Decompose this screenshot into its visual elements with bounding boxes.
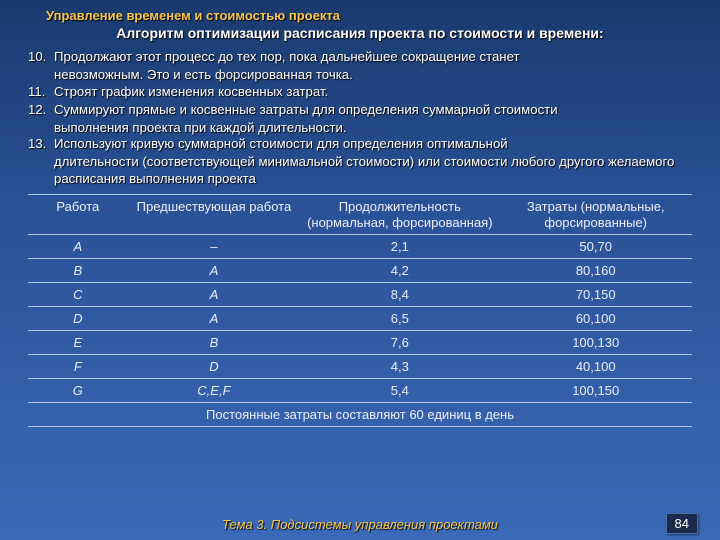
table-row: GC,E,F5,4100,150 bbox=[28, 379, 692, 403]
cell: 8,4 bbox=[300, 283, 499, 307]
chapter-title: Управление временем и стоимостью проекта bbox=[46, 8, 692, 23]
table-body: A–2,150,70 BA4,280,160 CA8,470,150 DA6,5… bbox=[28, 235, 692, 427]
cell: 6,5 bbox=[300, 307, 499, 331]
cell: C,E,F bbox=[128, 379, 301, 403]
table-footer-text: Постоянные затраты составляют 60 единиц … bbox=[28, 403, 692, 427]
cell: 2,1 bbox=[300, 235, 499, 259]
step-text: Продолжают этот процесс до тех пор, пока… bbox=[54, 49, 692, 66]
col-dur: Продолжительность (нормальная, форсирова… bbox=[300, 195, 499, 235]
cell: D bbox=[28, 307, 128, 331]
step-text: Используют кривую суммарной стоимости дл… bbox=[54, 136, 692, 153]
col-work: Работа bbox=[28, 195, 128, 235]
step-cont: длительности (соответствующей минимально… bbox=[28, 154, 692, 188]
cell: 7,6 bbox=[300, 331, 499, 355]
step-12: 12. Суммируют прямые и косвенные затраты… bbox=[28, 102, 692, 119]
table-row: A–2,150,70 bbox=[28, 235, 692, 259]
step-cont: невозможным. Это и есть форсированная то… bbox=[28, 67, 692, 84]
step-11: 11. Строят график изменения косвенных за… bbox=[28, 84, 692, 101]
step-num: 12. bbox=[28, 102, 54, 119]
cell: 100,130 bbox=[499, 331, 692, 355]
table-header-row: Работа Предшествующая работа Продолжител… bbox=[28, 195, 692, 235]
cell: 100,150 bbox=[499, 379, 692, 403]
cell: A bbox=[28, 235, 128, 259]
cell: E bbox=[28, 331, 128, 355]
cell: 40,100 bbox=[499, 355, 692, 379]
step-10: 10. Продолжают этот процесс до тех пор, … bbox=[28, 49, 692, 66]
cell: A bbox=[128, 307, 301, 331]
table-row: DA6,560,100 bbox=[28, 307, 692, 331]
cell: 70,150 bbox=[499, 283, 692, 307]
cell: G bbox=[28, 379, 128, 403]
table-row: BA4,280,160 bbox=[28, 259, 692, 283]
table-row: FD4,340,100 bbox=[28, 355, 692, 379]
step-cont: выполнения проекта при каждой длительнос… bbox=[28, 120, 692, 137]
algorithm-title: Алгоритм оптимизации расписания проекта … bbox=[38, 25, 682, 41]
cell: 5,4 bbox=[300, 379, 499, 403]
step-text: Строят график изменения косвенных затрат… bbox=[54, 84, 692, 101]
cell: A bbox=[128, 283, 301, 307]
slide: Управление временем и стоимостью проекта… bbox=[0, 0, 720, 540]
table-row: EB7,6100,130 bbox=[28, 331, 692, 355]
cell: 50,70 bbox=[499, 235, 692, 259]
cell: A bbox=[128, 259, 301, 283]
cell: 4,2 bbox=[300, 259, 499, 283]
step-text: Суммируют прямые и косвенные затраты для… bbox=[54, 102, 692, 119]
slide-footer: Тема 3. Подсистемы управления проектами bbox=[0, 516, 720, 534]
step-num: 10. bbox=[28, 49, 54, 66]
cell: B bbox=[128, 331, 301, 355]
cell: D bbox=[128, 355, 301, 379]
algorithm-steps: 10. Продолжают этот процесс до тех пор, … bbox=[28, 49, 692, 188]
page-number: 84 bbox=[666, 513, 698, 534]
table-row: CA8,470,150 bbox=[28, 283, 692, 307]
cell: B bbox=[28, 259, 128, 283]
step-13: 13. Используют кривую суммарной стоимост… bbox=[28, 136, 692, 153]
cell: 80,160 bbox=[499, 259, 692, 283]
cell: C bbox=[28, 283, 128, 307]
cell: 4,3 bbox=[300, 355, 499, 379]
col-pred: Предшествующая работа bbox=[128, 195, 301, 235]
step-num: 13. bbox=[28, 136, 54, 153]
cost-table: Работа Предшествующая работа Продолжител… bbox=[28, 194, 692, 427]
table-footer-row: Постоянные затраты составляют 60 единиц … bbox=[28, 403, 692, 427]
col-cost: Затраты (нормальные, форсированные) bbox=[499, 195, 692, 235]
cell: F bbox=[28, 355, 128, 379]
footer-topic: Тема 3. Подсистемы управления проектами bbox=[222, 517, 498, 532]
cell: 60,100 bbox=[499, 307, 692, 331]
step-num: 11. bbox=[28, 84, 54, 101]
cell: – bbox=[128, 235, 301, 259]
